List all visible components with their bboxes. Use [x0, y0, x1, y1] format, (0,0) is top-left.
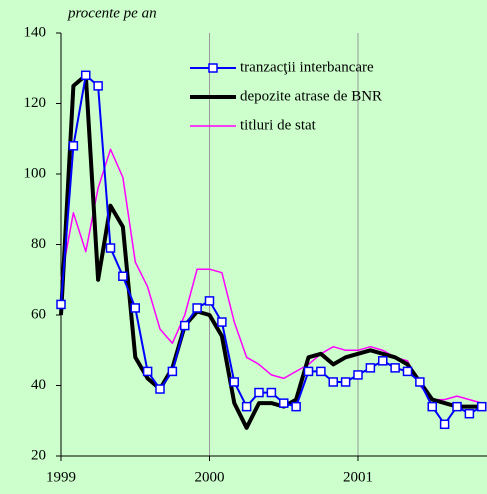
point-marker: [328, 377, 338, 387]
point-marker: [415, 377, 425, 387]
point-marker: [204, 296, 215, 306]
point-marker: [56, 299, 66, 310]
y-tick-label: 120: [24, 95, 47, 111]
y-tick-label: 100: [24, 165, 47, 181]
point-marker: [155, 384, 165, 394]
point-marker: [229, 377, 239, 387]
point-marker: [266, 387, 277, 398]
point-marker: [365, 363, 376, 373]
legend-label: tranzacţii interbancare: [240, 59, 374, 75]
point-marker: [130, 303, 140, 313]
point-marker: [68, 141, 79, 151]
point-marker: [477, 401, 487, 412]
point-marker: [279, 398, 289, 408]
point-marker: [217, 317, 227, 327]
point-marker: [452, 401, 462, 412]
point-marker: [402, 366, 413, 377]
point-marker: [105, 243, 116, 253]
point-marker: [167, 366, 178, 377]
point-marker: [241, 401, 252, 412]
point-marker: [303, 366, 314, 377]
subtitle: procente pe an: [67, 5, 157, 21]
x-tick-label: 2001: [343, 469, 373, 485]
legend-label: titluri de stat: [240, 117, 317, 133]
point-marker: [439, 419, 450, 430]
x-tick-label: 2000: [195, 469, 225, 485]
y-tick-label: 40: [31, 377, 46, 393]
point-marker: [390, 363, 400, 373]
point-marker: [427, 401, 437, 412]
point-marker: [316, 366, 326, 377]
x-tick-label: 1999: [46, 469, 76, 485]
point-marker: [378, 356, 388, 366]
point-marker: [353, 370, 363, 380]
y-tick-label: 20: [31, 447, 46, 463]
point-marker: [180, 320, 190, 331]
y-tick-label: 80: [31, 236, 46, 252]
y-tick-label: 140: [24, 24, 47, 40]
point-marker: [93, 81, 103, 91]
point-marker: [254, 387, 264, 398]
point-marker: [192, 303, 202, 313]
legend-marker: [208, 63, 218, 73]
point-marker: [118, 271, 128, 281]
y-tick-label: 60: [31, 306, 46, 322]
point-marker: [291, 401, 301, 412]
point-marker: [340, 377, 351, 387]
point-marker: [81, 70, 91, 81]
legend-label: depozite atrase de BNR: [240, 88, 382, 104]
point-marker: [464, 408, 475, 419]
point-marker: [142, 366, 153, 377]
